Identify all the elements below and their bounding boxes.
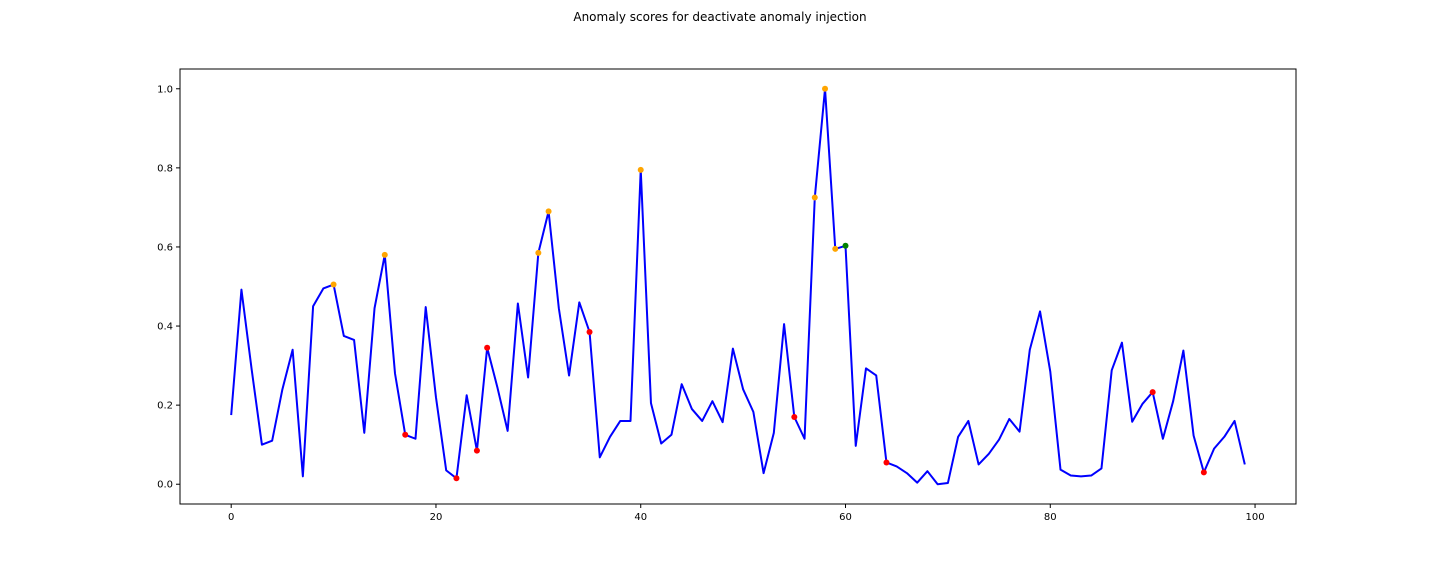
marker-point bbox=[453, 475, 460, 482]
marker-point bbox=[791, 414, 798, 420]
marker-point bbox=[330, 281, 337, 288]
marker-point bbox=[832, 245, 839, 252]
marker-point bbox=[484, 344, 491, 351]
x-axis: 0 20 40 60 80 100 bbox=[228, 504, 1265, 523]
y-axis: 0.0 0.2 0.4 0.6 0.8 1.0 bbox=[157, 84, 180, 491]
marker-point bbox=[822, 85, 829, 92]
marker-point bbox=[586, 328, 593, 335]
marker-point bbox=[811, 194, 818, 201]
x-tick-label: 100 bbox=[1245, 512, 1264, 523]
marker-point bbox=[473, 447, 480, 454]
series-line-0 bbox=[230, 87, 1246, 486]
axes-frame bbox=[179, 68, 1297, 505]
x-tick-label: 60 bbox=[839, 512, 852, 523]
marker-point bbox=[535, 249, 542, 256]
y-tick-label: 0.4 bbox=[157, 322, 173, 333]
x-tick-label: 0 bbox=[228, 512, 234, 523]
series-layer bbox=[230, 87, 1246, 486]
x-tick-label: 80 bbox=[1044, 512, 1057, 523]
x-tick-label: 40 bbox=[634, 512, 647, 523]
marker-layer bbox=[330, 85, 1207, 482]
marker-point bbox=[637, 166, 644, 173]
marker-point bbox=[1200, 469, 1207, 476]
marker-point bbox=[402, 431, 409, 438]
y-tick-label: 1.0 bbox=[157, 84, 173, 95]
x-tick-label: 20 bbox=[430, 512, 443, 523]
marker-point bbox=[883, 459, 890, 466]
marker-point bbox=[842, 242, 849, 249]
y-tick-label: 0.0 bbox=[157, 480, 173, 491]
marker-point bbox=[381, 251, 388, 258]
marker-point bbox=[1149, 389, 1156, 396]
y-tick-label: 0.8 bbox=[157, 163, 173, 174]
chart-title: Anomaly scores for deactivate anomaly in… bbox=[573, 10, 867, 24]
y-tick-label: 0.2 bbox=[157, 401, 173, 412]
y-tick-label: 0.6 bbox=[157, 242, 173, 253]
marker-point bbox=[545, 208, 552, 215]
